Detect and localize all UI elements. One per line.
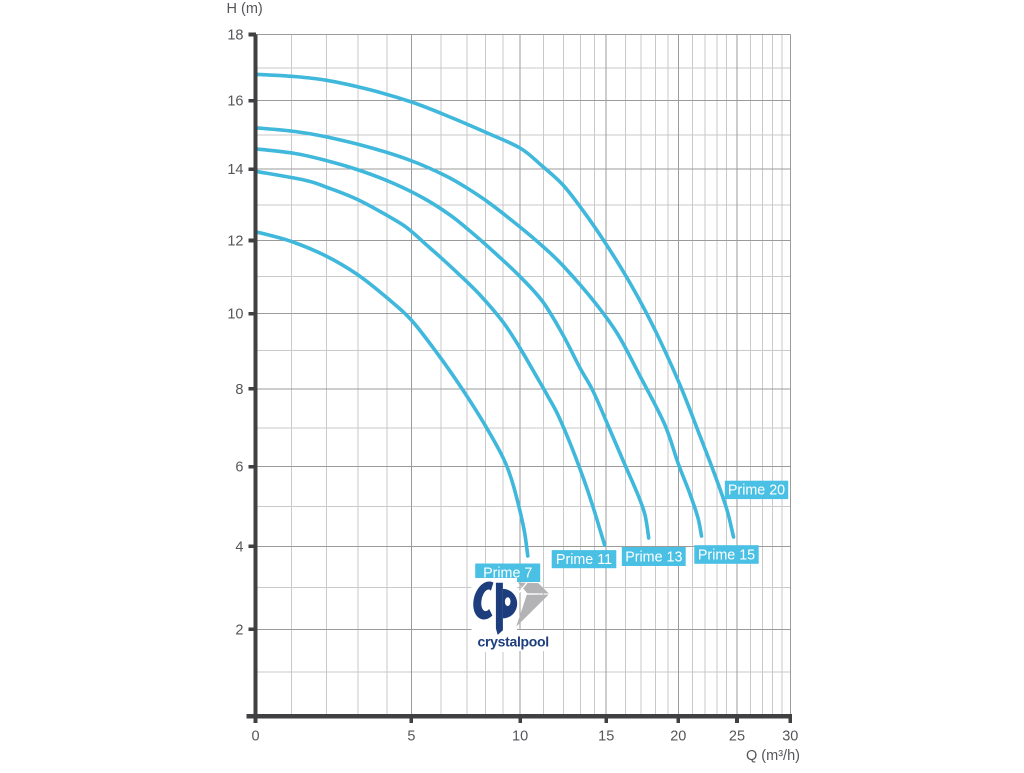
- svg-text:20: 20: [670, 729, 686, 745]
- svg-text:Q (m³/h): Q (m³/h): [746, 748, 800, 764]
- svg-text:15: 15: [598, 729, 614, 745]
- svg-text:10: 10: [227, 307, 243, 323]
- svg-text:Prime 7: Prime 7: [483, 566, 532, 582]
- svg-text:H (m): H (m): [227, 1, 263, 17]
- svg-text:0: 0: [251, 729, 259, 745]
- svg-text:6: 6: [235, 460, 243, 476]
- svg-text:8: 8: [235, 382, 243, 398]
- svg-text:Prime 11: Prime 11: [556, 552, 612, 568]
- svg-text:12: 12: [227, 234, 243, 250]
- svg-text:18: 18: [227, 28, 243, 44]
- svg-text:10: 10: [512, 729, 528, 745]
- svg-text:4: 4: [235, 539, 243, 555]
- svg-text:16: 16: [227, 94, 243, 110]
- svg-text:25: 25: [729, 729, 745, 745]
- svg-text:Prime 15: Prime 15: [698, 547, 755, 563]
- svg-text:crystalpool: crystalpool: [478, 634, 549, 650]
- svg-text:30: 30: [782, 729, 798, 745]
- svg-text:14: 14: [227, 162, 243, 178]
- svg-text:Prime 20: Prime 20: [728, 483, 785, 499]
- svg-text:2: 2: [235, 622, 243, 638]
- svg-text:Prime 13: Prime 13: [625, 549, 682, 565]
- svg-text:5: 5: [407, 729, 415, 745]
